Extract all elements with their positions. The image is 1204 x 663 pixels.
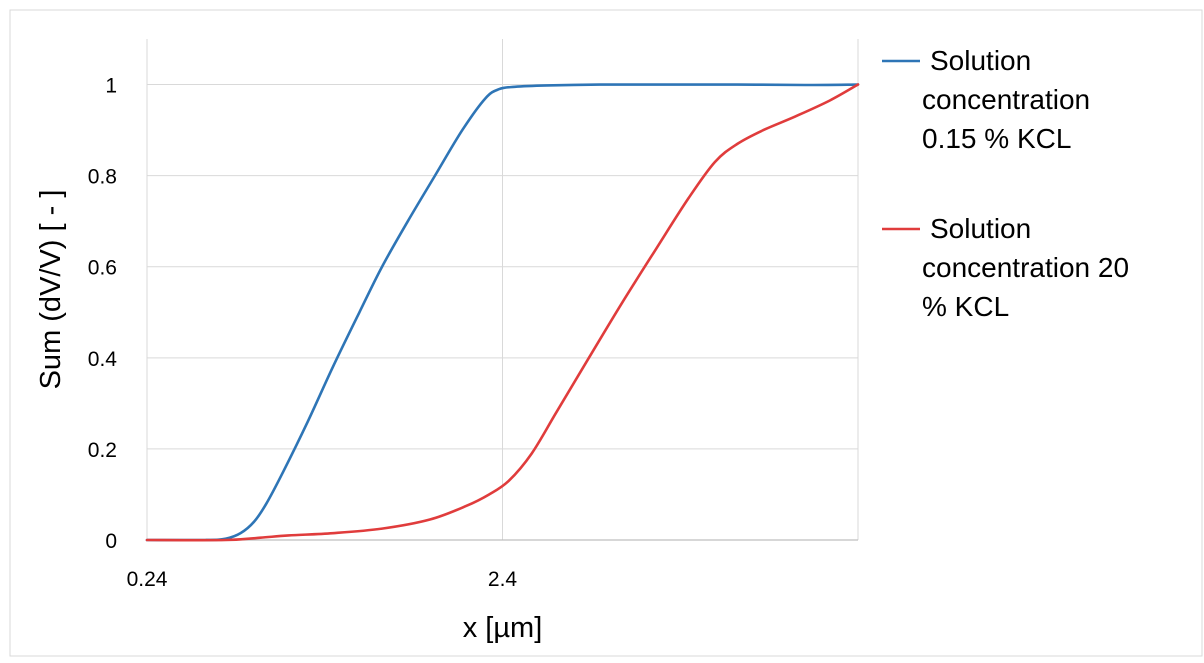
series-lines [145, 83, 860, 542]
y-tick-labels: 0 0.2 0.4 0.6 0.8 1 [88, 75, 118, 553]
legend-label: Solution [930, 45, 1031, 76]
y-axis-title: Sum (dV/V) [ - ] [35, 190, 67, 390]
x-tick-labels: 0.24 2.4 [127, 568, 518, 591]
y-tick-label: 0.8 [88, 166, 117, 189]
y-tick-label: 0.4 [88, 348, 118, 371]
y-tick-label: 0 [105, 530, 117, 553]
legend-label: concentration [922, 84, 1090, 115]
legend-label: concentration 20 [922, 252, 1129, 283]
legend: Solution concentration 0.15 % KCL Solution c… [882, 45, 1129, 322]
chart-border [9, 9, 1203, 657]
series-line-1 [145, 83, 860, 542]
x-tick-label: 2.4 [488, 568, 518, 591]
y-tick-label: 0.6 [88, 257, 117, 280]
x-axis-title: x [µm] [463, 612, 543, 644]
y-tick-label: 1 [105, 75, 117, 98]
legend-label: % KCL [922, 291, 1009, 322]
legend-label: Solution [930, 213, 1031, 244]
grid-lines [146, 39, 859, 541]
x-tick-label: 0.24 [127, 568, 168, 591]
y-tick-label: 0.2 [88, 439, 117, 462]
series-line-2 [145, 83, 860, 542]
legend-label: 0.15 % KCL [922, 123, 1071, 154]
